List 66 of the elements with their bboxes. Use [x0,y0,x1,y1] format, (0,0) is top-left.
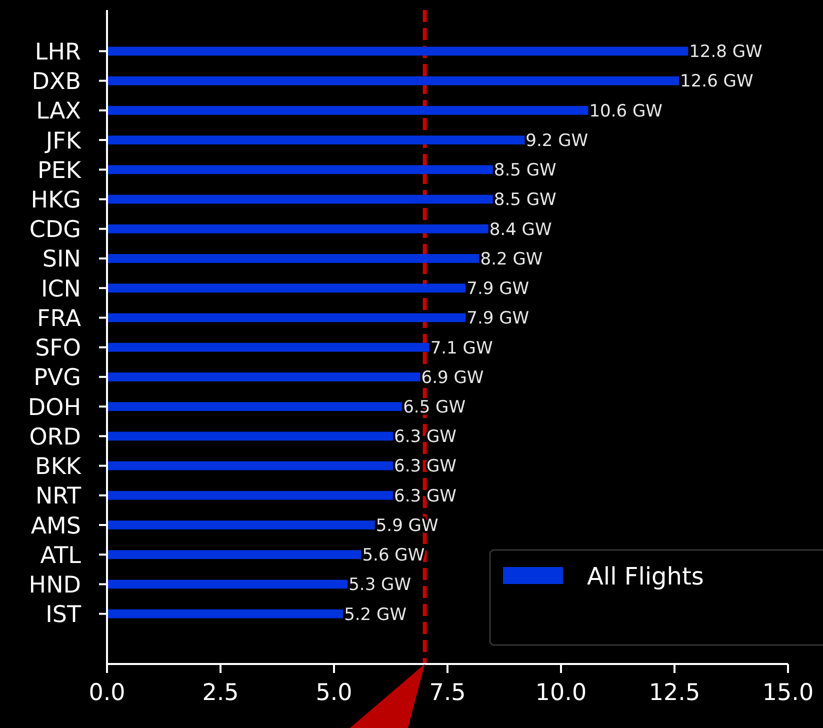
y-tick-label: SIN [42,246,81,273]
y-tick-label: PEK [38,158,82,184]
y-tick-label: AMS [30,513,81,540]
y-tick-label: NRT [35,484,82,510]
y-tick-label: ICN [40,276,81,302]
x-tick-label: 5.0 [316,680,352,706]
y-tick-label: ATL [40,542,82,569]
x-tick-label: 15.0 [762,680,814,706]
bar [107,550,362,560]
bar [107,402,402,411]
y-tick-label: HND [28,572,81,598]
bar [107,461,394,470]
data-label: 6.3 GW [394,427,457,448]
x-tick-label: 0.0 [88,680,126,706]
bar [107,372,420,382]
x-tick-label: 10.0 [535,680,587,706]
bar [107,342,430,352]
bar [107,106,588,115]
bar [107,194,493,204]
bar [107,580,348,589]
data-label: 10.6 GW [589,101,663,122]
y-tick-label: CDG [29,217,81,244]
data-label: 8.5 GW [494,190,557,210]
bar [107,76,680,86]
data-label: 5.9 GW [376,516,438,536]
data-label: 8.5 GW [494,160,557,181]
y-tick-label: LHR [34,39,82,66]
legend-label: All Flights [587,562,704,591]
bar [107,165,493,174]
data-label: 6.5 GW [403,397,466,418]
bar [107,46,688,56]
bar [107,254,480,263]
y-tick-label: DOH [28,394,81,421]
x-tick-label: 12.5 [648,680,700,706]
bar [107,432,394,441]
y-tick-label: LAX [36,98,82,125]
bar [107,224,488,234]
data-label: 7.9 GW [466,308,530,329]
data-label: 5.2 GW [344,604,407,625]
data-label: 6.3 GW [394,486,457,506]
x-tick-label: 2.5 [202,680,239,706]
y-tick-label: PVG [34,365,81,392]
data-label: 7.1 GW [430,338,493,358]
data-label: 9.2 GW [526,130,588,151]
bar [107,609,344,618]
data-label: 8.4 GW [489,220,552,240]
x-tick-label: 7.5 [429,680,466,706]
data-label: 12.8 GW [689,42,763,62]
y-tick-label: FRA [36,306,82,332]
data-label: 7.9 GW [466,279,530,300]
bar [107,490,394,500]
y-tick-label: BKK [35,454,82,480]
y-tick-label: DXB [32,69,81,96]
y-tick-label: IST [46,602,82,628]
data-label: 6.3 GW [394,456,457,477]
bar [107,313,466,322]
data-label: 8.2 GW [480,249,543,270]
bar [107,520,375,530]
y-tick-label: ORD [29,424,81,450]
bar [107,284,466,293]
data-label: 12.6 GW [680,72,754,92]
y-tick-label: HKG [30,188,81,214]
bar [107,136,525,144]
data-label: 5.3 GW [348,575,412,596]
y-tick-label: SFO [35,336,81,362]
y-tick-label: JFK [44,128,82,154]
